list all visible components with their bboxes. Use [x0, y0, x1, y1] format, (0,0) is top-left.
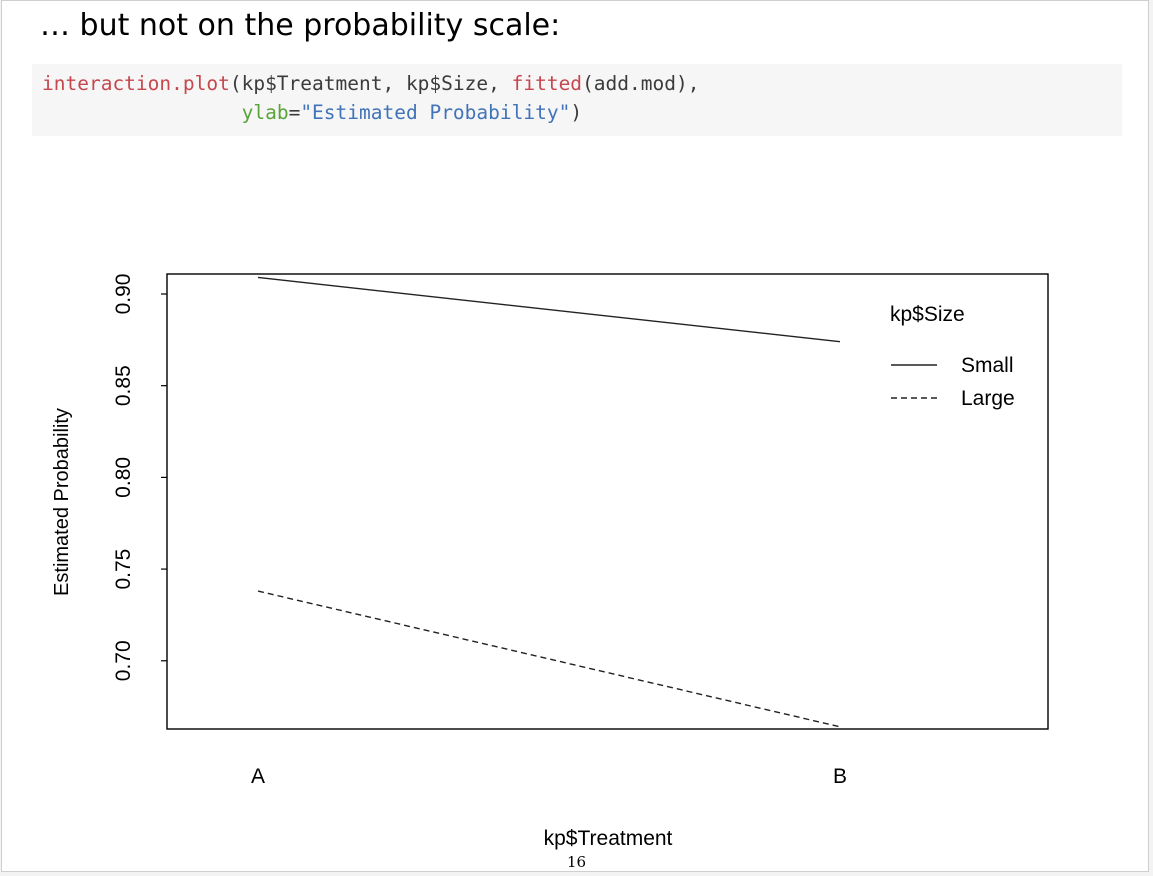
y-tick-label: 0.80	[112, 457, 135, 498]
legend-label-large: Large	[961, 387, 1015, 410]
slide-title: … but not on the probability scale:	[40, 8, 561, 43]
x-tick-label: B	[833, 765, 847, 788]
page-number: 16	[566, 853, 587, 871]
x-axis-label: kp$Treatment	[544, 827, 673, 850]
y-tick-label: 0.75	[112, 549, 135, 590]
code-token: "Estimated Probability"	[300, 101, 571, 124]
x-tick-label: A	[251, 765, 265, 788]
y-axis-label: Estimated Probability	[51, 408, 73, 596]
legend-title: kp$Size	[890, 303, 965, 326]
code-block: interaction.plot(kp$Treatment, kp$Size, …	[32, 64, 1122, 136]
code-token: fitted	[511, 72, 583, 95]
code-token: (add.mod),	[582, 72, 700, 95]
code-token: interaction.plot	[42, 72, 230, 95]
code-line-2: ylab="Estimated Probability")	[42, 101, 583, 124]
y-tick-label: 0.70	[112, 640, 135, 681]
y-tick-label: 0.85	[112, 365, 135, 406]
code-token: (kp$Treatment, kp$Size,	[229, 72, 512, 95]
code-line-1: interaction.plot(kp$Treatment, kp$Size, …	[42, 72, 699, 95]
code-token: )	[570, 101, 583, 124]
code-token: =	[288, 101, 301, 124]
plot-frame	[166, 273, 1049, 730]
code-token: ylab	[241, 101, 289, 124]
series-line-small	[257, 276, 841, 343]
series-line-large	[257, 590, 841, 728]
legend-label-small: Small	[961, 354, 1014, 377]
y-tick-label: 0.90	[112, 274, 135, 315]
